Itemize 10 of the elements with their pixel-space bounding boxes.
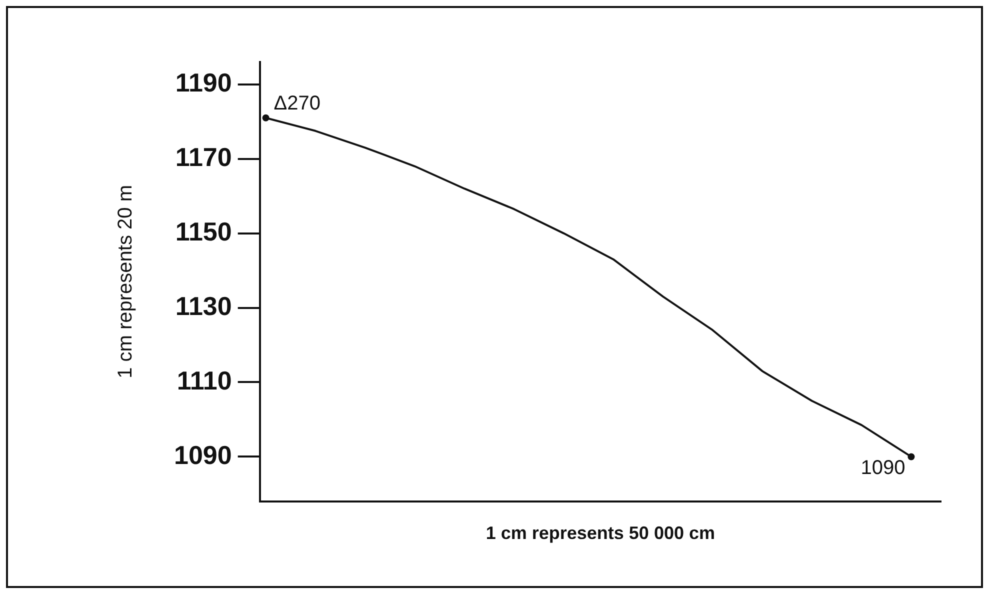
y-tick-label: 1190 <box>175 68 232 98</box>
x-axis-title: 1 cm represents 50 000 cm <box>486 523 715 544</box>
annotation: Δ270 <box>274 92 321 114</box>
y-tick-label: 1130 <box>175 290 232 321</box>
y-tick-label: 1150 <box>175 216 232 246</box>
annotation: 1090 <box>860 457 906 480</box>
y-tick-label: 1170 <box>175 142 232 172</box>
y-tick-label: 1090 <box>174 440 232 470</box>
y-axis-title: 1 cm represents 20 m <box>114 184 137 378</box>
y-tick-label: 1110 <box>176 365 232 396</box>
